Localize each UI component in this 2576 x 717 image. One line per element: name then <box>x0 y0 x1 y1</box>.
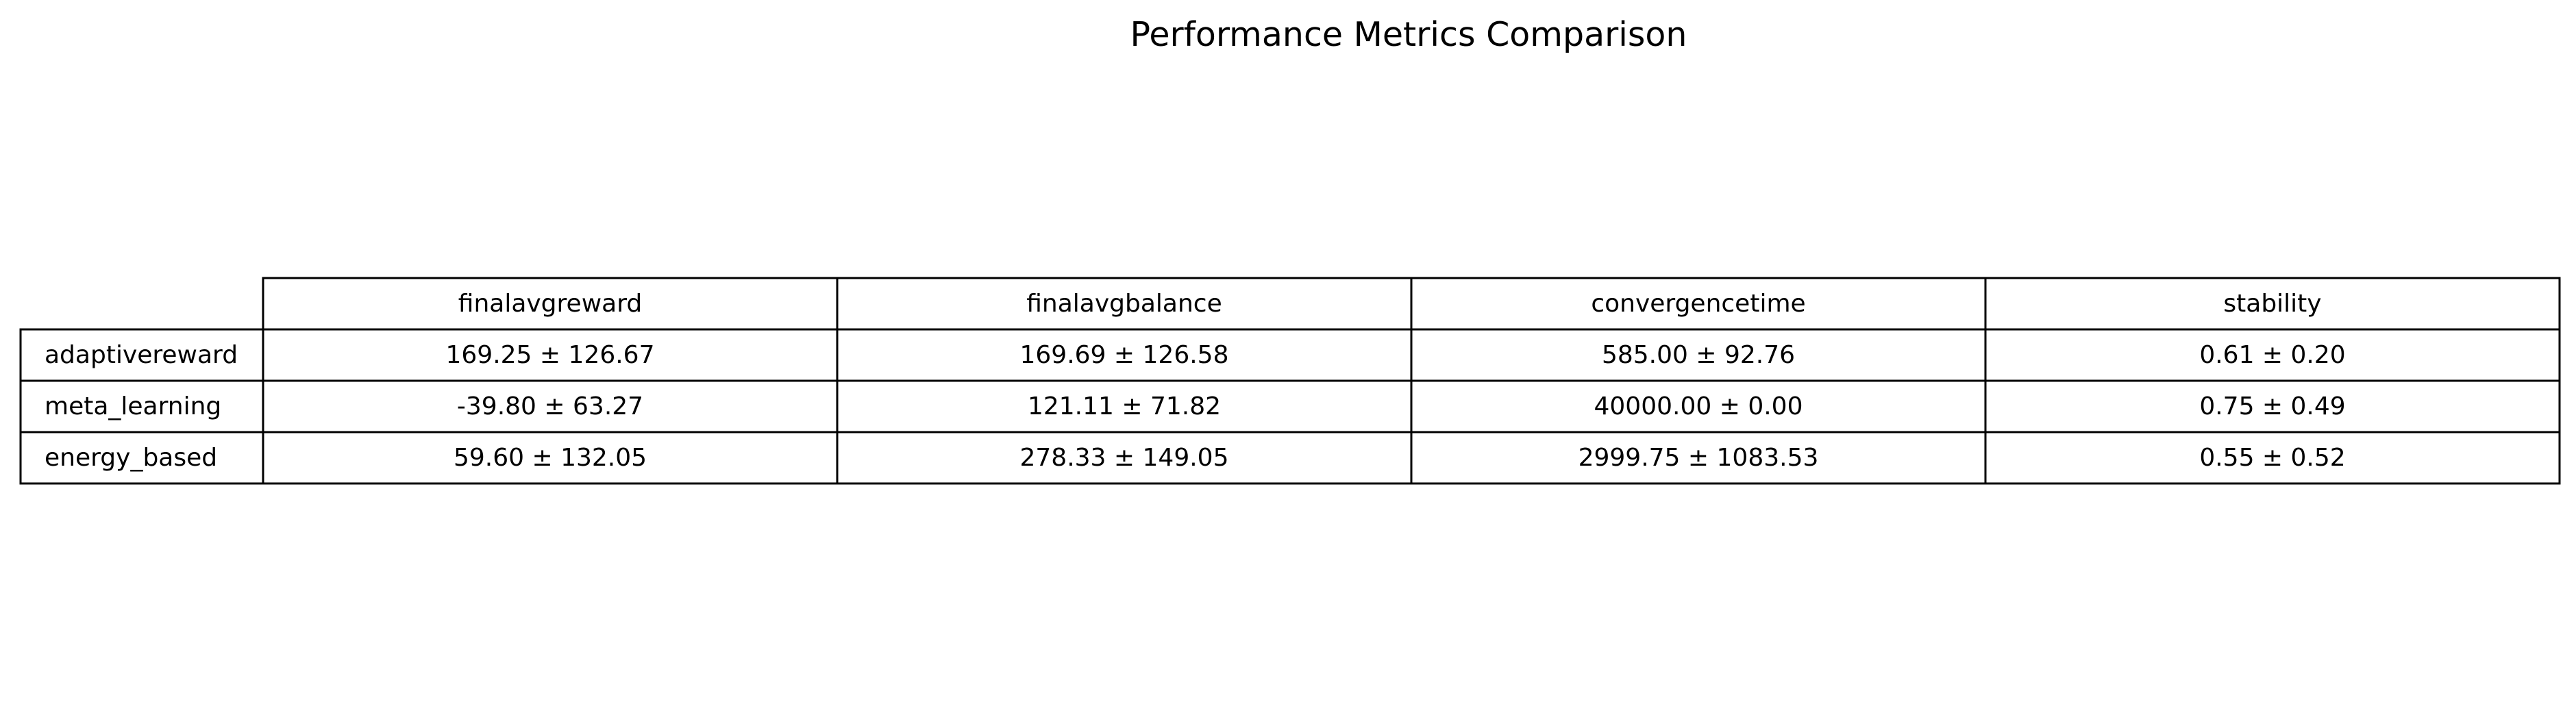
row-label: energy_based <box>45 444 217 472</box>
column-header: finalavgreward <box>458 290 642 318</box>
table-cell-value: 121.11 ± 71.82 <box>1028 392 1221 420</box>
table-cell-value: 2999.75 ± 1083.53 <box>1578 444 1819 472</box>
table-cell-value: 0.61 ± 0.20 <box>2199 341 2345 369</box>
table-cell-value: -39.80 ± 63.27 <box>457 392 643 420</box>
column-header: stability <box>2223 290 2321 318</box>
column-header: finalavgbalance <box>1026 290 1222 318</box>
table-cell-value: 585.00 ± 92.76 <box>1602 341 1795 369</box>
column-header: convergencetime <box>1591 290 1805 318</box>
chart-title: Performance Metrics Comparison <box>1130 15 1687 54</box>
table-cell-value: 0.55 ± 0.52 <box>2199 444 2345 472</box>
column-header-cell <box>262 277 839 331</box>
table-cell-value: 278.33 ± 149.05 <box>1020 444 1229 472</box>
table-cell <box>262 431 839 485</box>
row-label-cell <box>19 431 264 485</box>
table-cell <box>1410 328 1987 382</box>
table-cell-value: 0.75 ± 0.49 <box>2199 392 2345 420</box>
column-header-cell <box>1410 277 1987 331</box>
table-cell-value: 169.69 ± 126.58 <box>1020 341 1229 369</box>
column-header-cell <box>836 277 1413 331</box>
table-cell <box>1410 379 1987 433</box>
row-label: adaptivereward <box>45 341 238 369</box>
table-cell <box>1984 379 2561 433</box>
table-cell <box>836 379 1413 433</box>
table-cell-value: 169.25 ± 126.67 <box>446 341 655 369</box>
table-cell <box>1984 431 2561 485</box>
table-cell <box>1984 328 2561 382</box>
table-cell <box>836 431 1413 485</box>
table-cell-value: 40000.00 ± 0.00 <box>1594 392 1803 420</box>
table-cell-value: 59.60 ± 132.05 <box>454 444 647 472</box>
table-cell <box>1410 431 1987 485</box>
row-label-cell <box>19 379 264 433</box>
row-label: meta_learning <box>45 392 221 420</box>
